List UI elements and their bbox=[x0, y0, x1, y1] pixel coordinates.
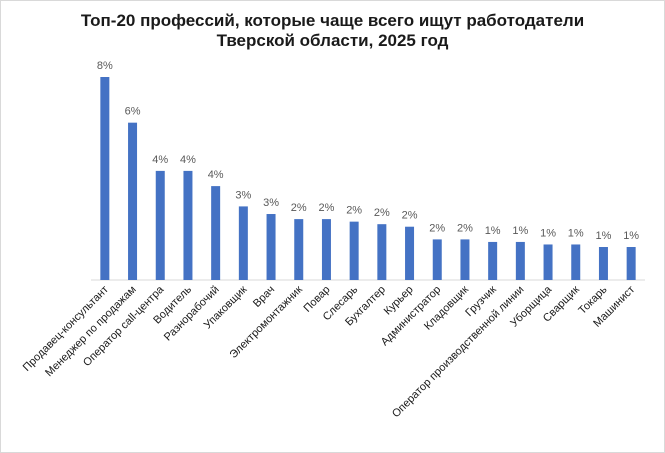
data-label: 2% bbox=[429, 222, 445, 234]
bar bbox=[183, 170, 193, 280]
bar bbox=[266, 214, 276, 280]
data-label: 6% bbox=[125, 106, 141, 118]
chart-title-line-2: Тверской области, 2025 год bbox=[216, 31, 449, 50]
bar bbox=[238, 206, 248, 280]
bar bbox=[543, 244, 553, 280]
bar bbox=[349, 221, 359, 280]
bar bbox=[405, 226, 415, 280]
bar bbox=[488, 241, 498, 280]
data-label: 1% bbox=[485, 225, 501, 237]
data-label: 2% bbox=[374, 207, 390, 219]
data-label: 1% bbox=[595, 230, 611, 242]
bar bbox=[626, 247, 636, 280]
data-label: 8% bbox=[97, 60, 113, 72]
data-label: 2% bbox=[402, 210, 418, 222]
data-label: 4% bbox=[152, 154, 168, 166]
data-label: 3% bbox=[235, 189, 251, 201]
bar bbox=[377, 224, 387, 281]
data-label: 2% bbox=[457, 222, 473, 234]
bar bbox=[211, 186, 221, 280]
bar bbox=[321, 219, 331, 280]
data-label: 4% bbox=[208, 169, 224, 181]
data-label: 1% bbox=[540, 227, 556, 239]
data-label: 4% bbox=[180, 154, 196, 166]
bar bbox=[100, 77, 110, 280]
bar bbox=[460, 239, 470, 280]
data-label: 2% bbox=[346, 205, 362, 217]
data-label: 2% bbox=[318, 202, 334, 214]
bar bbox=[515, 241, 525, 280]
data-label: 1% bbox=[512, 225, 528, 237]
data-label: 1% bbox=[568, 227, 584, 239]
data-label: 3% bbox=[263, 197, 279, 209]
chart-title-line-1: Топ-20 профессий, которые чаще всего ищу… bbox=[80, 11, 585, 30]
bar bbox=[598, 247, 608, 280]
data-label: 1% bbox=[623, 230, 639, 242]
bar bbox=[432, 239, 442, 280]
chart-title: Топ-20 профессий, которые чаще всего ищу… bbox=[0, 11, 665, 51]
bar bbox=[155, 170, 165, 280]
bar bbox=[294, 219, 304, 280]
bar bbox=[571, 244, 581, 280]
bar bbox=[128, 122, 138, 280]
data-label: 2% bbox=[291, 202, 307, 214]
